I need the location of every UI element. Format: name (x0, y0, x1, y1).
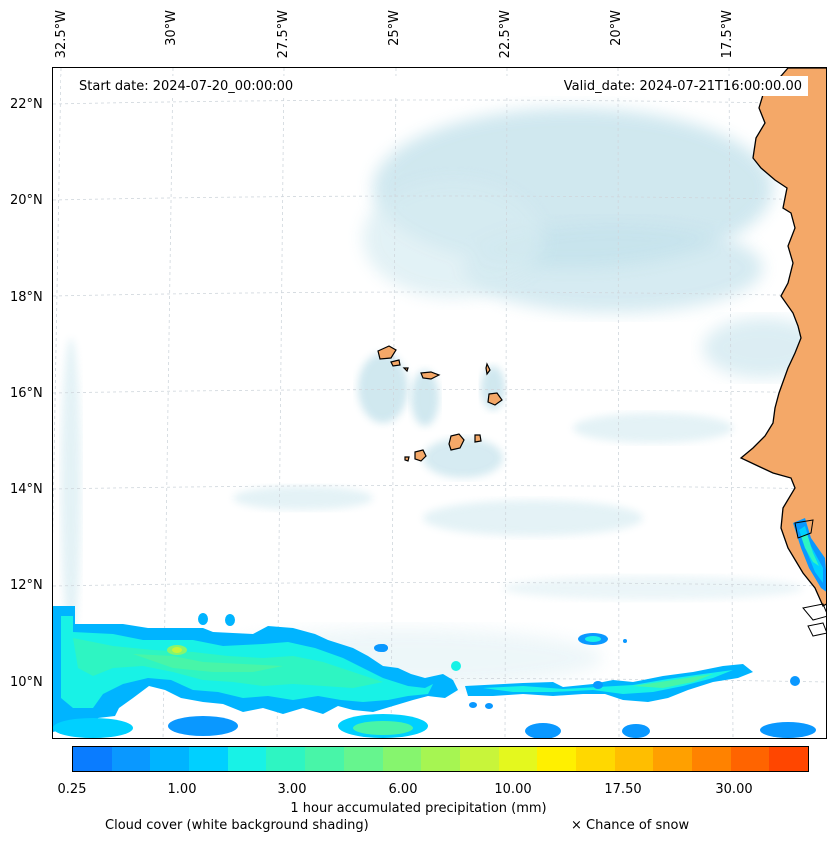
cape-verde-islands (377, 345, 503, 462)
island (485, 362, 491, 376)
precip-cell (760, 722, 816, 738)
coast-detail (794, 519, 814, 539)
cloud-patch (233, 486, 373, 510)
cloud-cover-legend: Cloud cover (white background shading) (105, 818, 369, 833)
island (390, 359, 401, 367)
colorbar-segment (769, 747, 809, 771)
island (402, 367, 409, 373)
island (377, 345, 397, 360)
colorbar-tick-label: 0.25 (57, 782, 87, 797)
info-bar: Start date: 2024-07-20_00:00:00 Valid_da… (61, 76, 808, 96)
lat-label: 22°N (10, 97, 43, 112)
colorbar-tick-label: 6.00 (388, 782, 418, 797)
coast-detail (802, 603, 826, 621)
island (487, 392, 503, 406)
cloud-patch (358, 353, 408, 423)
colorbar-segment (150, 747, 190, 771)
lat-label: 16°N (10, 386, 43, 401)
precip-cell (633, 674, 713, 688)
precip-cell (225, 614, 235, 626)
precip-cell (483, 670, 733, 694)
precip-cell (801, 534, 819, 566)
cloud-patch (363, 178, 543, 298)
lon-label: 22.5°W (498, 10, 513, 59)
lon-label: 27.5°W (276, 10, 291, 59)
colorbar-segment (730, 747, 770, 771)
start-date-label: Start date: 2024-07-20_00:00:00 (79, 79, 294, 94)
map-panel[interactable]: Start date: 2024-07-20_00:00:00 Valid_da… (52, 67, 827, 739)
cloud-patch (411, 370, 439, 426)
valid-date-label: Valid_date: 2024-07-21T16:00:00.00 (563, 79, 802, 94)
colorbar-segment (189, 747, 228, 771)
cloud-patch (503, 576, 803, 600)
cloud-cover-shading (61, 108, 823, 688)
colorbar-segment (614, 747, 654, 771)
precipitation-shading (53, 518, 826, 738)
colorbar-title: 1 hour accumulated precipitation (mm) (290, 801, 547, 816)
lon-label: 17.5°W (720, 10, 735, 59)
precip-cell (73, 638, 383, 688)
colorbar-segment (73, 747, 112, 771)
precip-cell (198, 613, 208, 625)
precip-cell (172, 647, 182, 653)
colorbar-tick-label: 1.00 (167, 782, 197, 797)
precip-cell (622, 724, 650, 738)
precip-cell (168, 716, 238, 736)
lon-label: 30°W (164, 10, 179, 46)
coast-detail (807, 622, 826, 637)
africa-landmass (739, 68, 826, 607)
precip-cell (485, 703, 493, 709)
island (414, 449, 427, 462)
colorbar-segment (653, 747, 692, 771)
map-canvas (53, 68, 826, 738)
colorbar-tick-label: 10.00 (494, 782, 532, 797)
lat-label: 10°N (10, 675, 43, 690)
colorbar-segment (305, 747, 344, 771)
island (448, 433, 465, 451)
lat-label: 18°N (10, 290, 43, 305)
lon-label: 25°W (387, 10, 402, 46)
cloud-patch (573, 413, 733, 443)
island (420, 371, 441, 380)
colorbar-segment (459, 747, 499, 771)
colorbar-segment (537, 747, 576, 771)
cloud-patch (423, 438, 503, 478)
precip-cell (593, 681, 603, 689)
cloud-patch (61, 338, 81, 638)
lon-label: 20°W (609, 10, 624, 46)
colorbar-segment (692, 747, 731, 771)
colorbar-segment (382, 747, 422, 771)
island (474, 434, 482, 443)
precip-cell (374, 644, 388, 652)
colorbar-segment (227, 747, 267, 771)
colorbar-segment (343, 747, 383, 771)
snow-chance-legend: × Chance of snow (571, 818, 690, 833)
precipitation-colorbar (72, 746, 809, 772)
lat-label: 20°N (10, 193, 43, 208)
colorbar-segment (111, 747, 151, 771)
lon-label: 32.5°W (54, 10, 69, 59)
colorbar-tick-label: 30.00 (715, 782, 753, 797)
precip-cell (525, 723, 561, 738)
precip-cell (469, 702, 477, 708)
cloud-patch (423, 500, 643, 536)
precip-cell (465, 664, 753, 702)
precip-cell (133, 654, 283, 672)
colorbar-segment (266, 747, 306, 771)
colorbar-segment (421, 747, 460, 771)
island (404, 456, 410, 462)
precip-cell (623, 639, 627, 643)
lat-label: 12°N (10, 578, 43, 593)
colorbar-tick-label: 3.00 (277, 782, 307, 797)
lat-label: 14°N (10, 482, 43, 497)
precip-cell (451, 661, 461, 671)
precip-cell (353, 721, 413, 735)
colorbar-segment (575, 747, 615, 771)
colorbar-segment (498, 747, 538, 771)
precip-cell (790, 676, 800, 686)
precip-cell (585, 636, 601, 642)
colorbar-tick-label: 17.50 (604, 782, 642, 797)
precip-cell (53, 718, 133, 738)
